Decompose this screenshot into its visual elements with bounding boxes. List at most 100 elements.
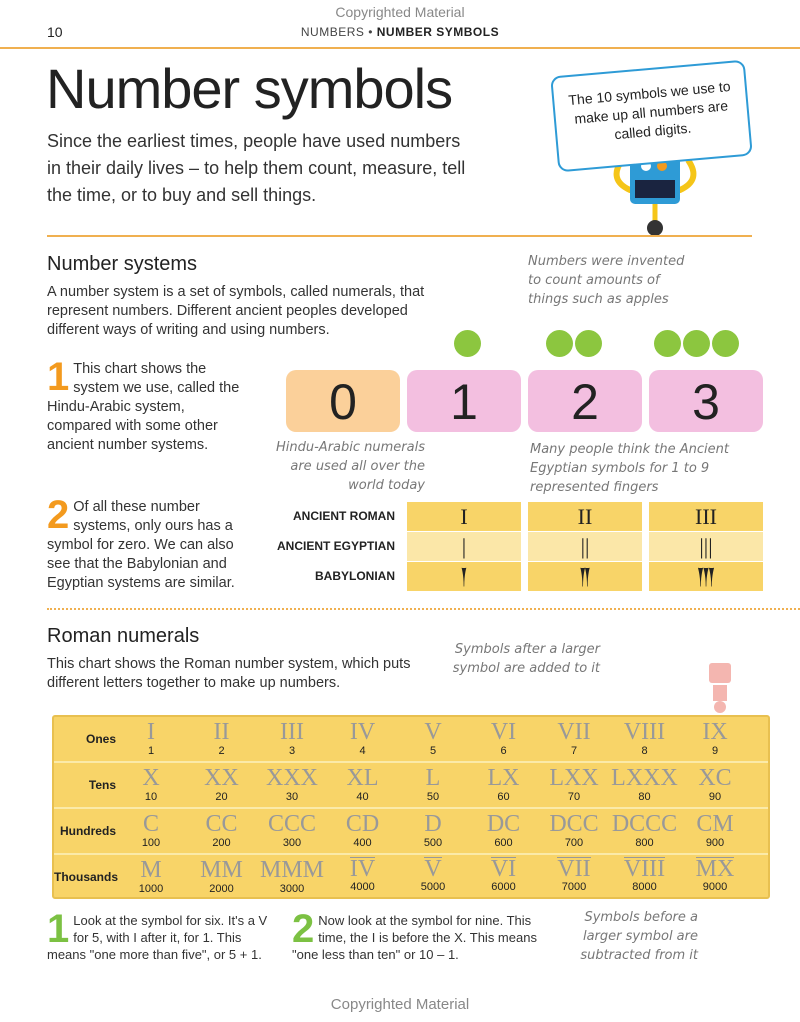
separator: • <box>364 25 377 39</box>
robot-small-illustration <box>709 663 731 713</box>
ancient-cell: II <box>528 502 642 531</box>
roman-row-label: Hundreds <box>59 824 116 838</box>
roman-symbol: XX <box>204 765 239 791</box>
roman-row: Hundreds C 100 CC 200 CCC 300 CD 400 D 500 DC 600 DCC… <box>54 809 768 855</box>
roman-symbol: VIII <box>623 856 666 882</box>
roman-value: 100 <box>141 837 161 849</box>
roman-cell: IV 4000 <box>328 857 398 894</box>
roman-cell: XC 90 <box>680 765 750 804</box>
roman-value: 5 <box>429 745 437 757</box>
ancient-row-label: BABYLONIAN <box>315 569 395 583</box>
roman-row: Tens X 10 XX 20 XXX 30 XL 40 L 50 LX 60 LXX 70 LXXX 80 XC… <box>54 763 768 809</box>
roman-cell: LXXX 80 <box>610 765 680 804</box>
roman-symbol: IX <box>702 719 728 745</box>
roman-symbol: DC <box>486 811 521 837</box>
roman-cell: VIII 8000 <box>610 857 680 894</box>
roman-value: 7000 <box>561 881 587 893</box>
roman-value: 10 <box>144 791 158 803</box>
roman-value: 8 <box>641 745 648 757</box>
roman-value: 60 <box>497 791 510 803</box>
roman-cell: L 50 <box>398 765 468 804</box>
roman-value: 30 <box>285 791 299 803</box>
roman-symbol: V <box>424 856 442 882</box>
ancient-cell: || <box>528 532 642 561</box>
roman-row-label: Ones <box>85 732 116 746</box>
robot-illustration <box>613 156 697 236</box>
note-added: Symbols after a larger symbol are added … <box>452 642 600 676</box>
ancient-cell: ||| <box>649 532 763 561</box>
note-fingers: Many people think the Ancient Egyptian s… <box>530 442 729 495</box>
roman-symbol: CC <box>205 811 238 837</box>
roman-symbol: CM <box>696 811 734 837</box>
digit-0: 0 <box>286 370 400 432</box>
roman-point-2-text: Now look at the symbol for nine. This ti… <box>292 913 537 962</box>
roman-value: 40 <box>356 791 369 803</box>
roman-symbol: M <box>140 857 162 883</box>
apple-icon <box>454 330 481 357</box>
roman-symbol: CCC <box>267 811 317 837</box>
roman-symbol: CD <box>345 811 380 837</box>
point-1-text: This chart shows the system we use, call… <box>47 361 240 453</box>
roman-value: 700 <box>564 837 584 849</box>
roman-cell: DCCC 800 <box>610 811 680 850</box>
section-rule <box>47 235 752 237</box>
apple-icon <box>712 330 739 357</box>
roman-cell: IX 9 <box>680 719 750 758</box>
step-number-1: 1 <box>47 907 70 951</box>
roman-symbol: V <box>424 719 442 745</box>
roman-cell: DC 600 <box>469 811 539 850</box>
number-systems-text: A number system is a set of symbols, cal… <box>47 284 425 338</box>
roman-symbol: C <box>142 811 159 837</box>
roman-cell: V 5000 <box>398 857 468 894</box>
ancient-cell: I <box>407 502 521 531</box>
number-systems-heading: Number systems <box>47 253 198 275</box>
step-number-2: 2 <box>47 493 70 537</box>
roman-row: Ones I 1 II 2 III 3 IV 4 V 5 VI 6 VII 7 VIII 8 IX 9 <box>54 717 768 763</box>
roman-value: 50 <box>426 791 440 803</box>
page-number: 10 <box>47 24 63 40</box>
note-hindu-arabic: Hindu-Arabic numerals are used all over … <box>276 440 425 493</box>
roman-value: 1 <box>147 745 155 757</box>
note-subtracted: Symbols before a larger symbol are subtr… <box>580 910 698 963</box>
footer-watermark: Copyrighted Material <box>330 996 470 1013</box>
roman-row: Thousands M 1000 MM 2000 MMM 3000 IV 4000 V 5000 VI… <box>54 855 768 901</box>
roman-value: 2 <box>218 745 225 757</box>
roman-value: 80 <box>638 791 651 803</box>
ancient-cell: 𒈫 <box>528 562 642 591</box>
digit-2: 2 <box>528 370 642 432</box>
roman-cell: VI 6000 <box>469 857 539 894</box>
roman-cell: M 1000 <box>116 857 186 896</box>
roman-cell: XXX 30 <box>257 765 327 804</box>
page-title: Number symbols <box>46 57 453 120</box>
roman-point-1-text: Look at the symbol for six. It's a V for… <box>47 913 268 962</box>
roman-cell: VII 7000 <box>539 857 609 894</box>
roman-symbol: III <box>280 719 304 745</box>
roman-value: 500 <box>423 837 443 849</box>
roman-value: 600 <box>494 837 513 849</box>
roman-cell: CC 200 <box>187 811 257 850</box>
roman-numerals-chart: Ones I 1 II 2 III 3 IV 4 V 5 VI 6 VII 7 VIII 8 IX 9 Tens X 10… <box>52 715 770 899</box>
roman-symbol: XXX <box>266 765 318 791</box>
roman-value: 6 <box>500 745 507 757</box>
ancient-row-label: ANCIENT EGYPTIAN <box>276 539 395 553</box>
roman-cell: X 10 <box>116 765 186 804</box>
digit-1: 1 <box>407 370 521 432</box>
roman-value: 2000 <box>209 883 234 895</box>
section-divider <box>47 608 800 610</box>
roman-cell: XX 20 <box>187 765 257 804</box>
header-title: NUMBER SYMBOLS <box>376 25 500 39</box>
roman-symbol: MMM <box>259 857 325 883</box>
roman-symbol: I <box>147 719 155 745</box>
roman-symbol: VII <box>557 719 591 745</box>
roman-value: 7 <box>570 745 578 757</box>
roman-value: 200 <box>212 837 231 849</box>
roman-text: This chart shows the Roman number system… <box>47 656 411 691</box>
point-2: 2 Of all these number systems, only ours … <box>47 493 252 593</box>
roman-value: 1000 <box>138 883 164 895</box>
roman-cell: DCC 700 <box>539 811 609 850</box>
roman-cell: VIII 8 <box>610 719 680 758</box>
roman-cell: LX 60 <box>469 765 539 804</box>
roman-value: 4000 <box>350 881 375 893</box>
apple-icon <box>654 330 681 357</box>
